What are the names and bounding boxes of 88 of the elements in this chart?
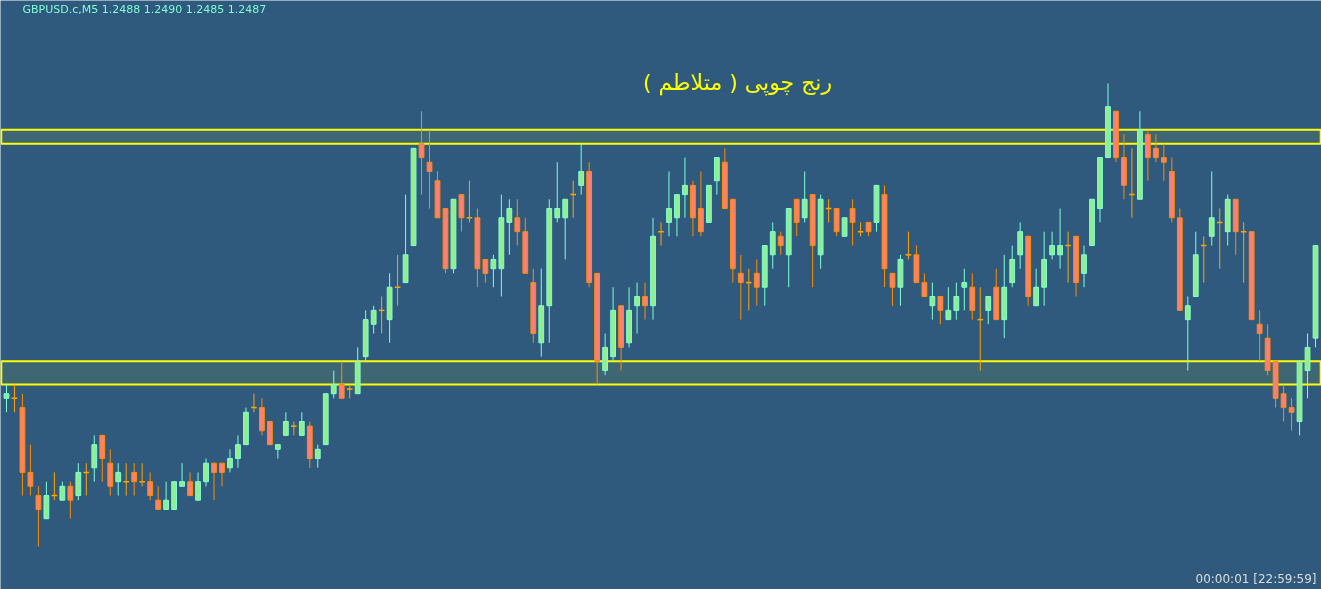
candlestick <box>634 282 640 335</box>
candlestick <box>75 462 82 501</box>
candlestick <box>961 268 968 311</box>
candlestick <box>155 485 162 510</box>
candlestick <box>777 231 784 256</box>
candlestick <box>211 462 217 501</box>
candlestick <box>490 254 497 288</box>
candlestick <box>465 180 473 223</box>
candlestick <box>698 170 704 237</box>
candlestick <box>1033 268 1040 307</box>
candlestick <box>187 471 193 497</box>
candlestick <box>578 143 585 196</box>
candlestick <box>642 282 648 321</box>
candlestick <box>1256 309 1263 362</box>
candlestick <box>338 360 345 399</box>
candlestick <box>282 411 289 436</box>
candlestick <box>314 444 321 469</box>
candlestick <box>1017 221 1024 270</box>
candlestick <box>163 481 170 510</box>
candlestick <box>43 481 50 520</box>
candlestick <box>235 434 241 469</box>
candlestick <box>945 286 952 321</box>
candlestick <box>889 272 896 307</box>
candlestick <box>1081 245 1087 288</box>
candlestick <box>793 198 800 237</box>
candlestick <box>554 161 561 223</box>
candlestick <box>418 110 425 196</box>
text: GBPUSD.c,M5 1.2488 1.2490 1.2485 1.2487 <box>22 3 267 16</box>
candlestick <box>99 434 106 483</box>
candlestick <box>3 383 10 413</box>
candlestick <box>394 254 402 307</box>
candlestick <box>921 272 928 297</box>
chart-title: رنج چوپی ( متلاطم ) <box>642 70 833 96</box>
candlestick <box>1160 143 1167 182</box>
candlestick <box>67 481 74 520</box>
candlestick <box>370 305 377 335</box>
candlestick <box>801 170 808 223</box>
candlestick <box>1288 397 1295 432</box>
candlestick <box>969 272 976 321</box>
candlestick <box>266 420 273 446</box>
candlestick <box>1009 245 1016 288</box>
candlestick <box>203 458 209 487</box>
candlestick <box>195 471 201 501</box>
candlestick <box>227 448 233 473</box>
candlestick <box>937 295 944 325</box>
candlestick <box>259 397 265 436</box>
candlestick <box>682 157 688 219</box>
candlestick <box>115 462 122 497</box>
candlestick <box>1208 170 1215 247</box>
candlestick <box>458 194 465 233</box>
candlestick <box>841 217 848 237</box>
candlestick <box>147 471 154 501</box>
candlestick <box>737 254 744 321</box>
candlestick <box>1184 295 1191 372</box>
candlestick <box>753 258 760 307</box>
candlestick <box>298 411 305 436</box>
candlestick <box>674 194 680 237</box>
candlestick <box>179 462 185 487</box>
candlestick <box>904 231 912 260</box>
candlestick <box>929 282 936 321</box>
candlestick <box>514 198 521 247</box>
candlestick <box>274 444 281 460</box>
candlestick <box>35 485 42 547</box>
candlestick <box>769 221 776 270</box>
candlestick <box>59 481 66 501</box>
candlestick <box>27 444 34 497</box>
candlestick <box>107 448 114 497</box>
candlestick <box>849 198 856 247</box>
candlestick <box>713 157 720 196</box>
text: 00:00:01 [22:59:59] <box>1195 571 1317 586</box>
candlestick <box>219 462 225 487</box>
candlestick <box>1280 383 1287 422</box>
candlestick <box>482 258 489 284</box>
candlestick <box>330 370 337 399</box>
candlestick <box>1049 231 1056 260</box>
candlestick <box>1057 208 1063 270</box>
candlestick <box>953 282 960 321</box>
candlestick <box>91 434 98 483</box>
candlestick <box>131 462 138 497</box>
candlestick <box>602 333 609 376</box>
candlestick <box>666 170 672 237</box>
candlestick <box>985 295 992 325</box>
candlestick <box>562 198 569 260</box>
candlestick <box>426 129 433 210</box>
candlestick <box>506 198 513 256</box>
candlestick <box>1145 129 1151 182</box>
candlestick <box>833 208 840 237</box>
candlestick <box>1152 133 1159 163</box>
